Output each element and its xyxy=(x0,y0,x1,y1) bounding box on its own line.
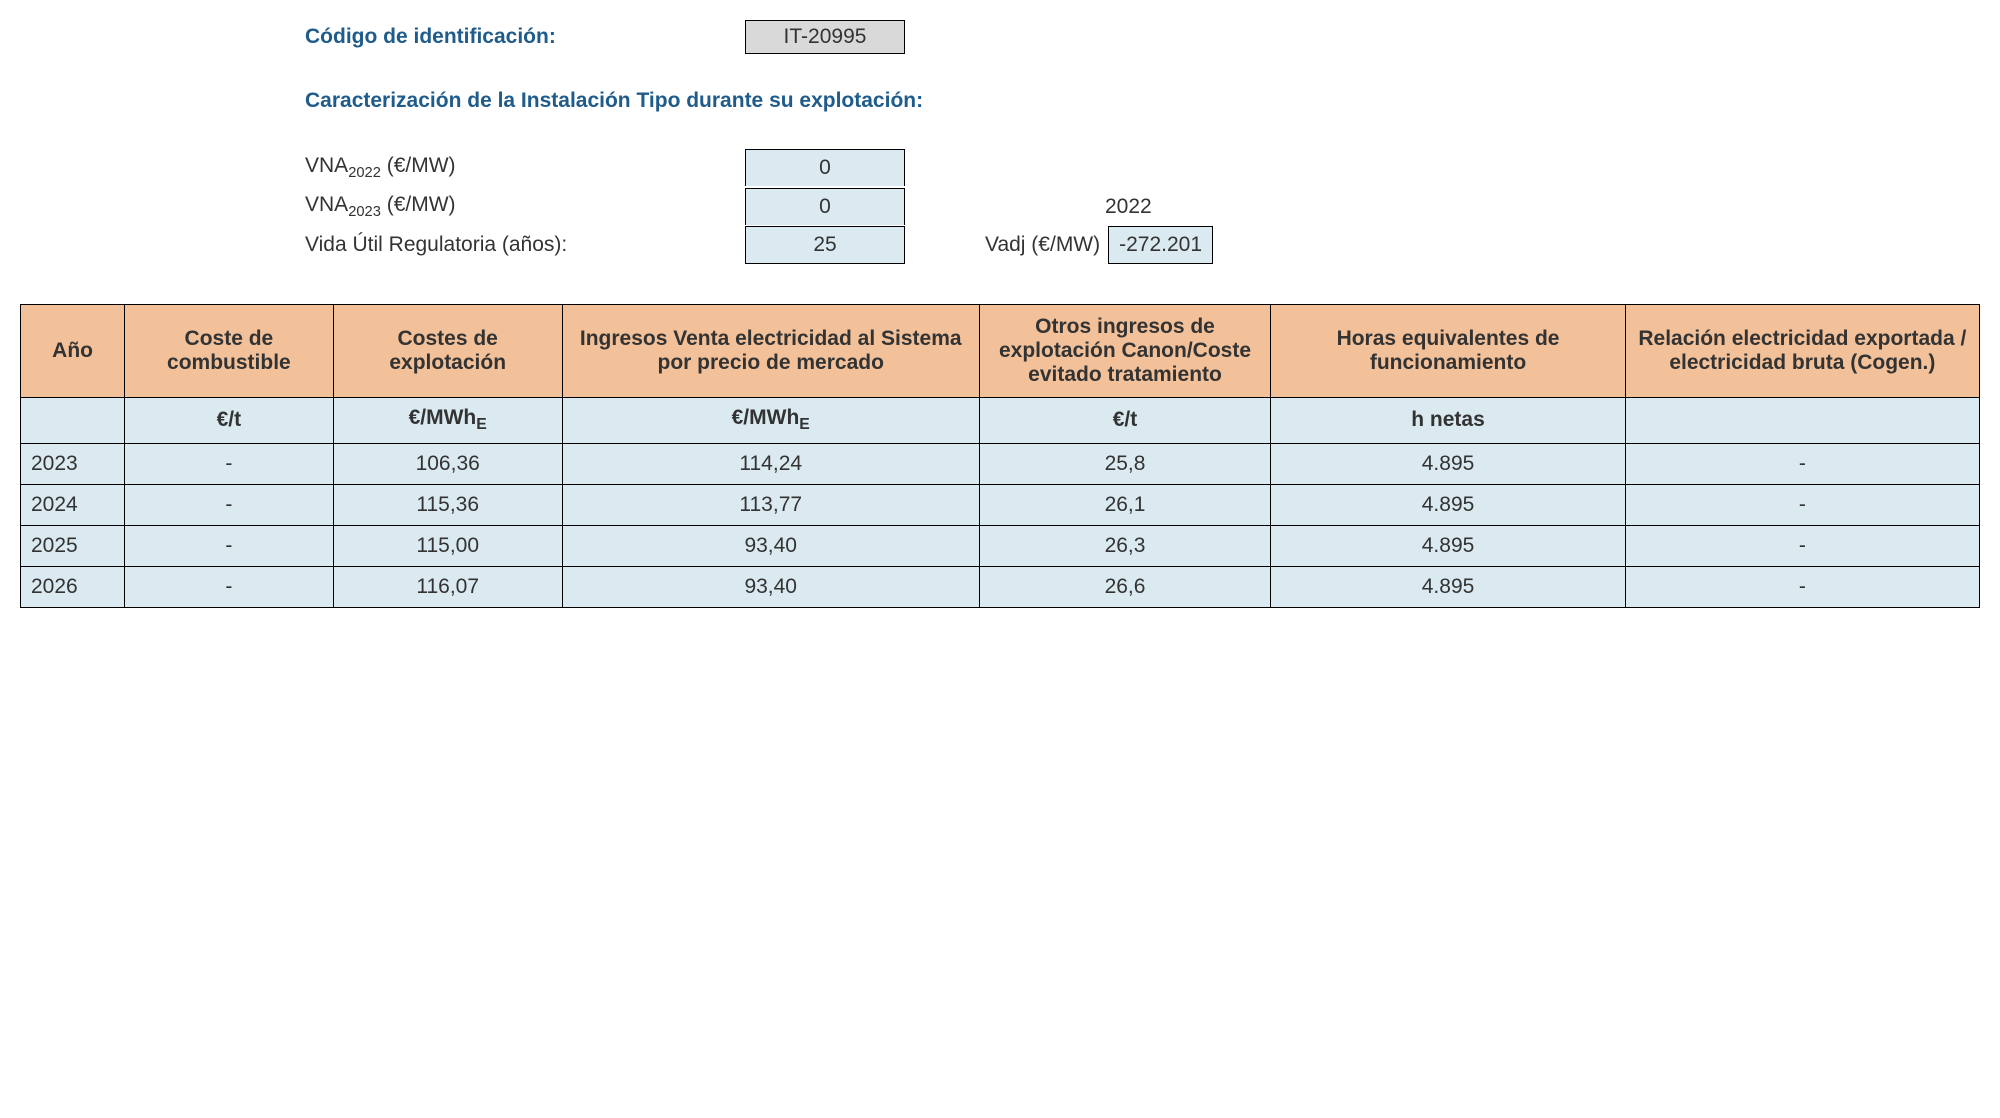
vna2022-pre: VNA xyxy=(305,154,348,177)
cell-costs: 106,36 xyxy=(333,443,562,484)
cell-fuel: - xyxy=(125,443,333,484)
unit-costs-pre: €/MWh xyxy=(409,406,477,429)
th-costs: Costes de explotación xyxy=(333,305,562,398)
cell-hours: 4.895 xyxy=(1271,566,1625,607)
code-label: Código de identificación: xyxy=(305,25,745,49)
vna2022-row: VNA2022 (€/MW) 0 xyxy=(305,148,1980,187)
cell-other: 26,6 xyxy=(979,566,1271,607)
th-income: Ingresos Venta electricidad al Sistema p… xyxy=(562,305,979,398)
code-row: Código de identificación: IT-20995 xyxy=(305,20,1980,54)
cell-ratio: - xyxy=(1625,566,1979,607)
th-hours: Horas equivalentes de funcionamiento xyxy=(1271,305,1625,398)
cell-year: 2023 xyxy=(21,443,125,484)
vna2023-sub: 2023 xyxy=(348,204,381,220)
cell-ratio: - xyxy=(1625,443,1979,484)
table-row: 2024-115,36113,7726,14.895- xyxy=(21,484,1980,525)
vadj-value: -272.201 xyxy=(1108,226,1213,264)
cell-costs: 115,00 xyxy=(333,525,562,566)
unit-costs-sub: E xyxy=(476,417,487,434)
unit-year xyxy=(21,398,125,443)
header-section: Código de identificación: IT-20995 Carac… xyxy=(305,20,1980,264)
vna2022-post: (€/MW) xyxy=(381,154,456,177)
cell-ratio: - xyxy=(1625,525,1979,566)
vna2023-row: VNA2023 (€/MW) 0 2022 xyxy=(305,187,1980,226)
section-title: Caracterización de la Instalación Tipo d… xyxy=(305,89,1980,113)
vida-value: 25 xyxy=(745,226,905,264)
unit-income-pre: €/MWh xyxy=(732,406,800,429)
cell-hours: 4.895 xyxy=(1271,525,1625,566)
vna2023-pre: VNA xyxy=(305,193,348,216)
cell-other: 26,3 xyxy=(979,525,1271,566)
vida-row: Vida Útil Regulatoria (años): 25 Vadj (€… xyxy=(305,226,1980,264)
data-table: Año Coste de combustible Costes de explo… xyxy=(20,304,1980,607)
cell-other: 25,8 xyxy=(979,443,1271,484)
cell-income: 114,24 xyxy=(562,443,979,484)
vida-label: Vida Útil Regulatoria (años): xyxy=(305,227,745,263)
unit-fuel: €/t xyxy=(125,398,333,443)
unit-hours: h netas xyxy=(1271,398,1625,443)
cell-year: 2024 xyxy=(21,484,125,525)
vna2023-value: 0 xyxy=(745,188,905,225)
unit-other: €/t xyxy=(979,398,1271,443)
vna2022-sub: 2022 xyxy=(348,165,381,181)
vna2023-label: VNA2023 (€/MW) xyxy=(305,187,745,226)
units-row: €/t €/MWhE €/MWhE €/t h netas xyxy=(21,398,1980,443)
th-ratio: Relación electricidad exportada / electr… xyxy=(1625,305,1979,398)
vna2023-post: (€/MW) xyxy=(381,193,456,216)
cell-income: 113,77 xyxy=(562,484,979,525)
cell-year: 2026 xyxy=(21,566,125,607)
cell-hours: 4.895 xyxy=(1271,484,1625,525)
cell-costs: 116,07 xyxy=(333,566,562,607)
unit-income: €/MWhE xyxy=(562,398,979,443)
unit-ratio xyxy=(1625,398,1979,443)
cell-costs: 115,36 xyxy=(333,484,562,525)
table-row: 2026-116,0793,4026,64.895- xyxy=(21,566,1980,607)
unit-income-sub: E xyxy=(799,417,810,434)
vna2022-label: VNA2022 (€/MW) xyxy=(305,148,745,187)
unit-costs: €/MWhE xyxy=(333,398,562,443)
th-fuel: Coste de combustible xyxy=(125,305,333,398)
table-row: 2025-115,0093,4026,34.895- xyxy=(21,525,1980,566)
code-value: IT-20995 xyxy=(745,20,905,54)
th-other: Otros ingresos de explotación Canon/Cost… xyxy=(979,305,1271,398)
cell-year: 2025 xyxy=(21,525,125,566)
cell-hours: 4.895 xyxy=(1271,443,1625,484)
cell-other: 26,1 xyxy=(979,484,1271,525)
cell-fuel: - xyxy=(125,566,333,607)
cell-fuel: - xyxy=(125,484,333,525)
cell-income: 93,40 xyxy=(562,566,979,607)
cell-income: 93,40 xyxy=(562,525,979,566)
cell-fuel: - xyxy=(125,525,333,566)
header-row: Año Coste de combustible Costes de explo… xyxy=(21,305,1980,398)
table-row: 2023-106,36114,2425,84.895- xyxy=(21,443,1980,484)
th-year: Año xyxy=(21,305,125,398)
cell-ratio: - xyxy=(1625,484,1979,525)
vna2022-value: 0 xyxy=(745,149,905,186)
year-right: 2022 xyxy=(1105,195,1152,219)
vadj-label: Vadj (€/MW) xyxy=(985,233,1100,257)
